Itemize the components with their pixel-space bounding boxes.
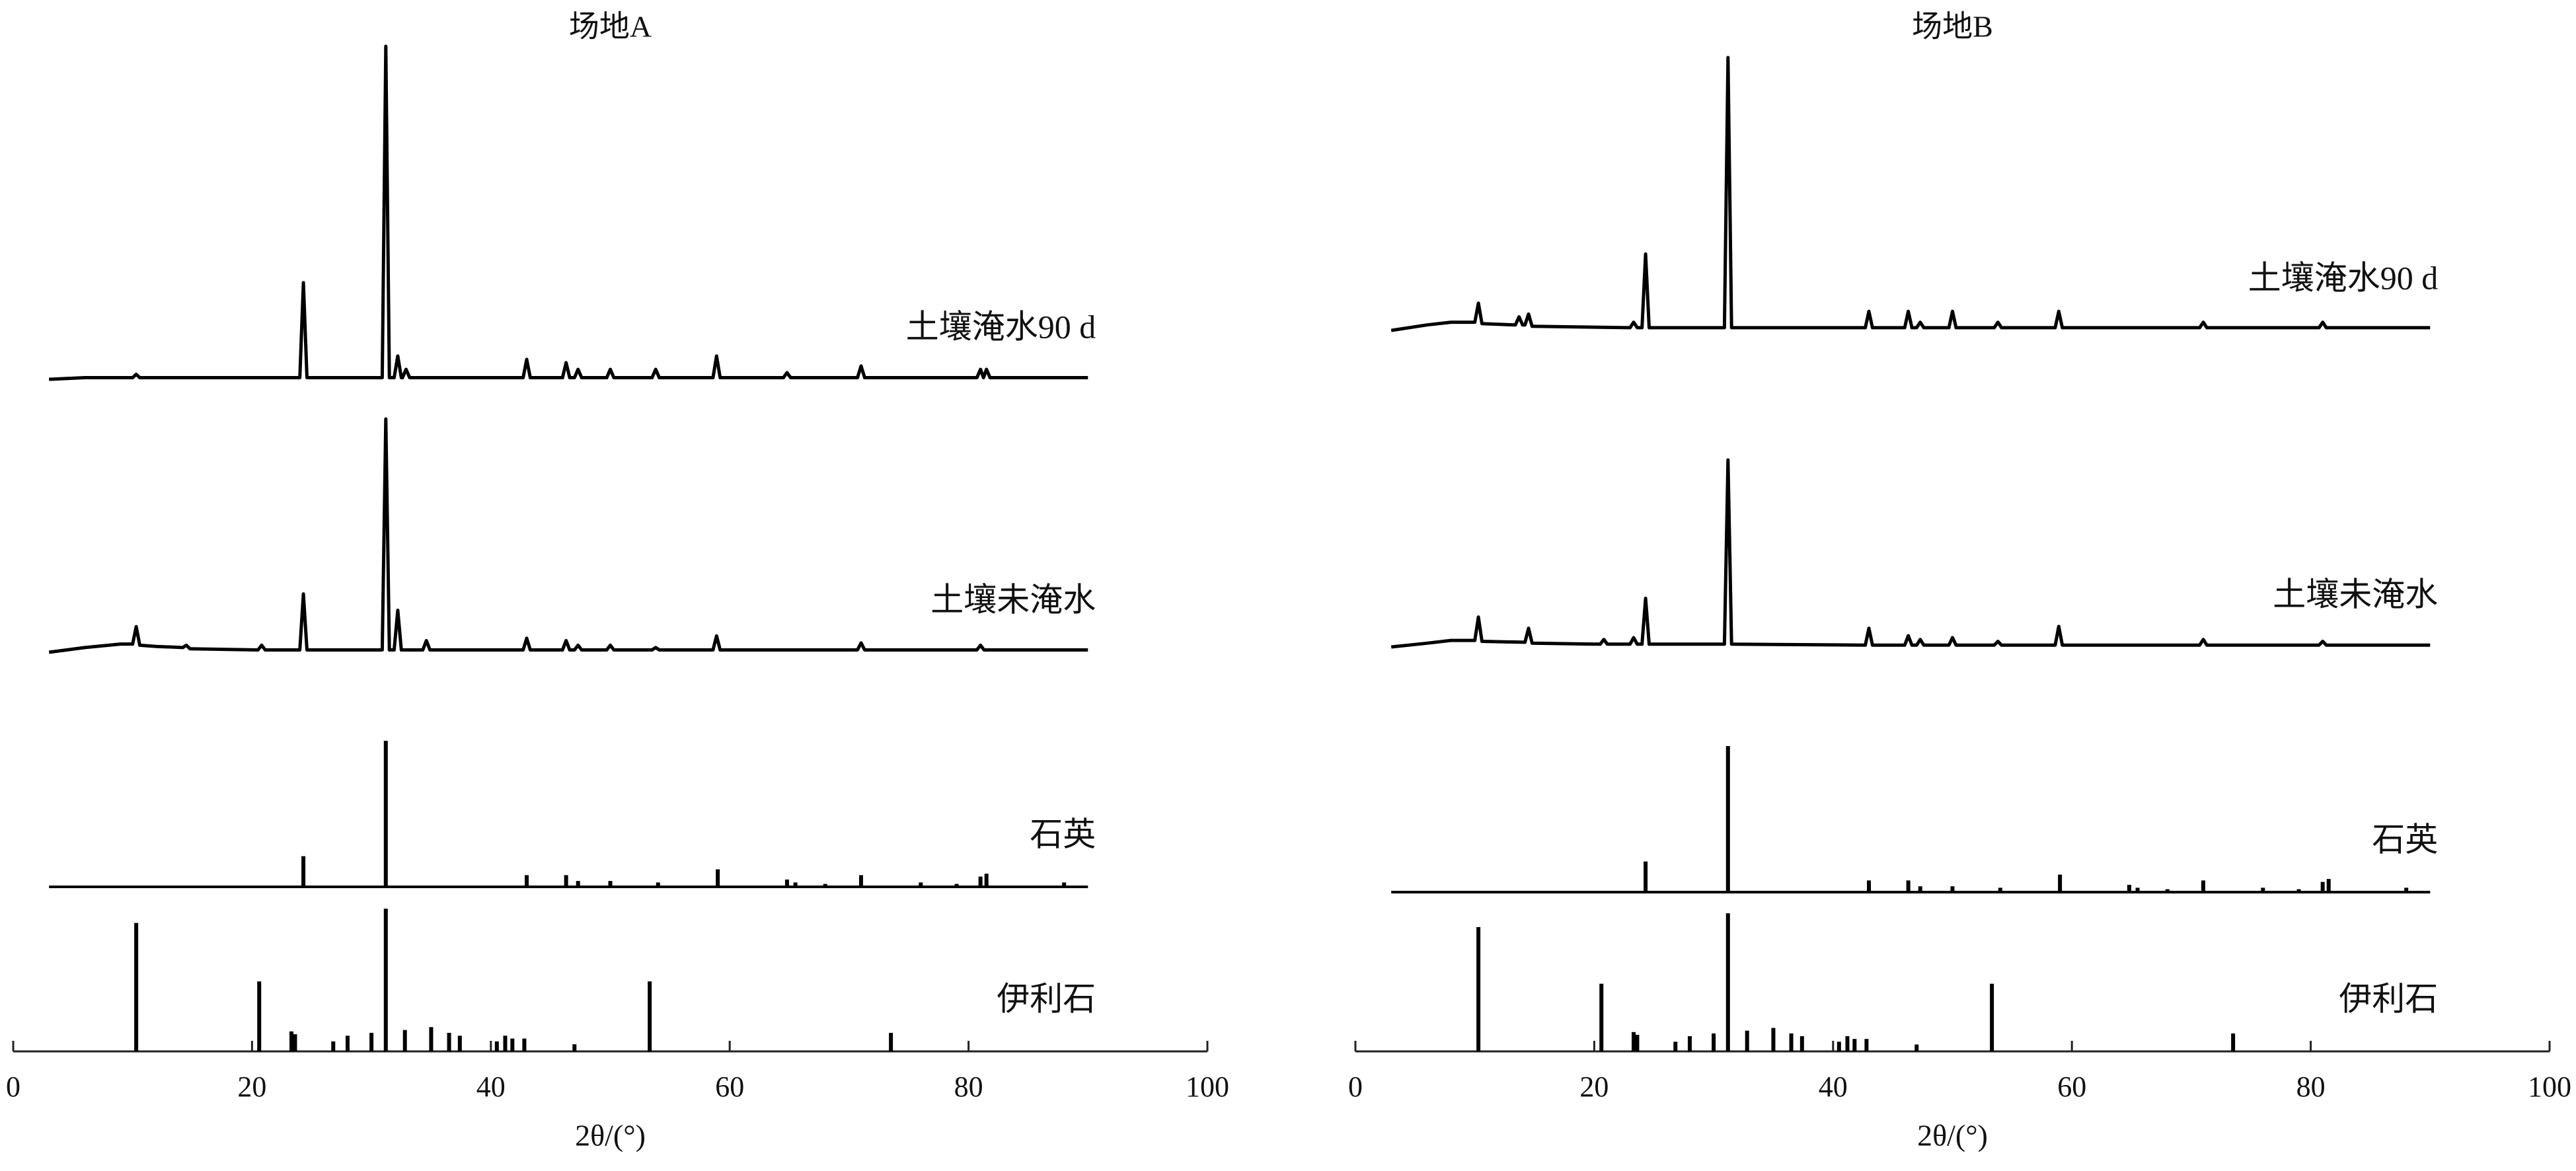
series-label: 土壤未淹水 [930, 581, 1096, 618]
chart-title: 场地A [569, 10, 652, 44]
x-tick-label: 40 [476, 1071, 506, 1103]
x-tick-label: 0 [1348, 1071, 1363, 1103]
trace-line [49, 44, 1088, 381]
trace-line [1390, 458, 2431, 649]
x-tick-label: 0 [6, 1071, 20, 1103]
chart-title: 场地B [1912, 10, 1993, 44]
trace-line [48, 417, 1088, 654]
x-tick-label: 40 [1819, 1071, 1848, 1103]
trace-line [1390, 56, 2431, 332]
x-tick-label: 80 [2296, 1071, 2326, 1103]
x-tick-label: 100 [1186, 1071, 1229, 1103]
series-label: 石英 [1030, 815, 1096, 852]
series-label: 土壤淹水90 d [906, 308, 1096, 345]
x-tick-label: 60 [2057, 1071, 2086, 1103]
series-label: 伊利石 [2339, 980, 2438, 1017]
series-label: 土壤未淹水 [2273, 576, 2438, 613]
x-axis-label: 2θ/(°) [575, 1119, 646, 1152]
x-axis-label: 2θ/(°) [1917, 1119, 1988, 1152]
x-tick-label: 80 [954, 1071, 983, 1103]
x-tick-label: 20 [237, 1071, 266, 1103]
x-tick-label: 60 [715, 1071, 744, 1103]
x-tick-label: 20 [1579, 1071, 1609, 1103]
series-label: 石英 [2372, 821, 2438, 858]
series-label: 土壤淹水90 d [2248, 259, 2439, 296]
series-label: 伊利石 [997, 980, 1096, 1017]
x-tick-label: 100 [2528, 1071, 2571, 1103]
